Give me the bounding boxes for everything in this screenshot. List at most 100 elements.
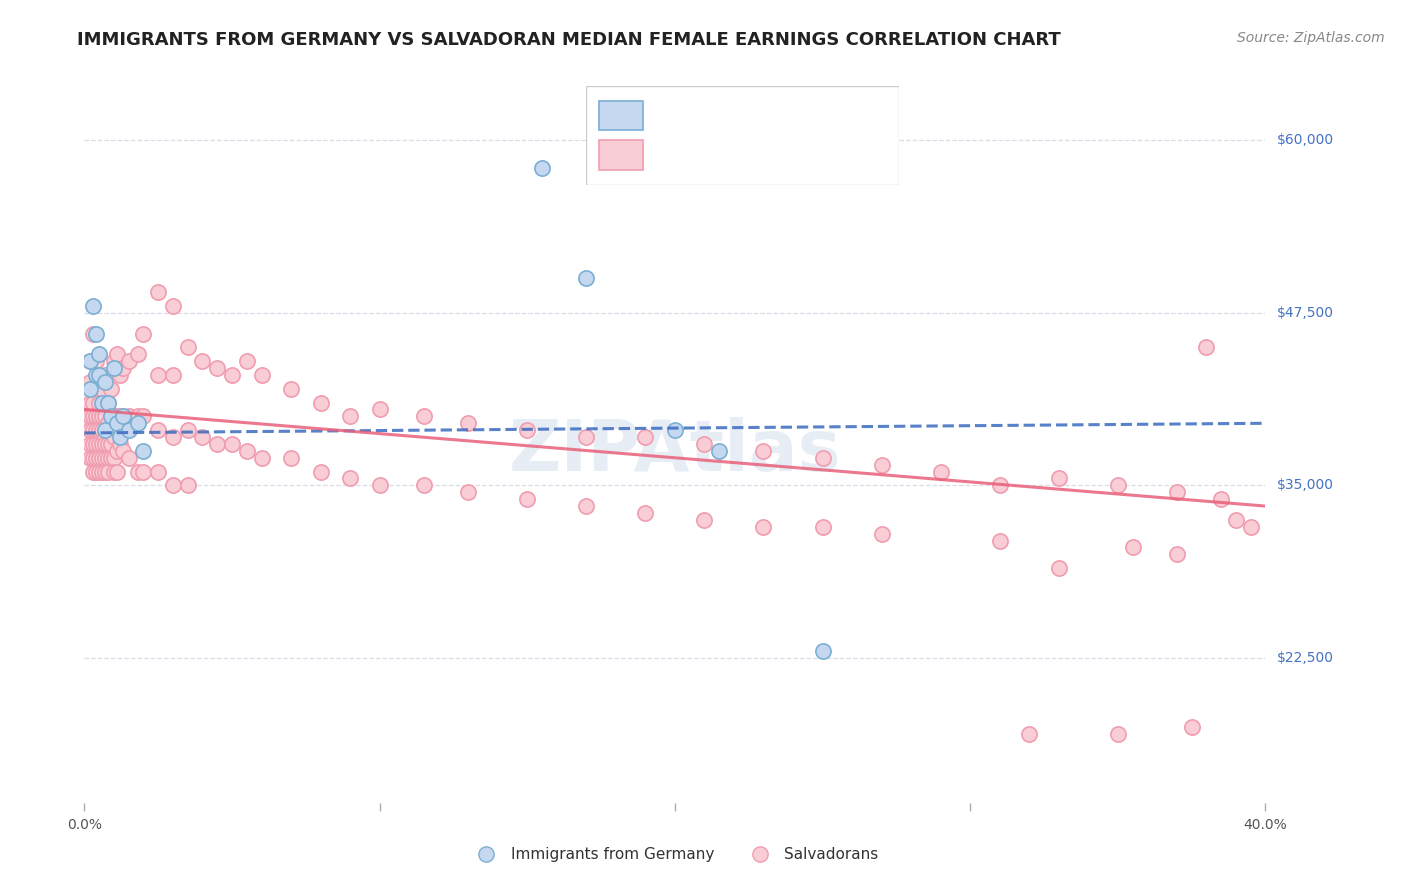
Point xyxy=(1018,727,1040,741)
Point xyxy=(82,382,104,396)
Point xyxy=(84,382,107,396)
Point xyxy=(177,340,200,354)
Point xyxy=(811,644,834,658)
Point xyxy=(162,299,184,313)
Point xyxy=(103,465,125,479)
Point xyxy=(82,326,104,341)
Point xyxy=(79,409,101,424)
Point xyxy=(1211,492,1233,507)
Point xyxy=(413,409,436,424)
Point xyxy=(413,478,436,492)
Point xyxy=(91,409,114,424)
Point xyxy=(91,450,114,465)
Point xyxy=(148,465,170,479)
Point xyxy=(108,430,131,444)
Point xyxy=(87,437,111,451)
Point xyxy=(177,423,200,437)
Point xyxy=(84,437,107,451)
Point xyxy=(870,526,893,541)
Point xyxy=(76,417,98,431)
Legend: Immigrants from Germany, Salvadorans: Immigrants from Germany, Salvadorans xyxy=(465,841,884,868)
Point xyxy=(91,395,114,409)
Point xyxy=(1225,513,1247,527)
Point xyxy=(97,465,120,479)
Point xyxy=(82,354,104,368)
Point xyxy=(1047,471,1070,485)
Point xyxy=(94,368,117,382)
Point xyxy=(132,465,155,479)
Point xyxy=(575,499,598,513)
Point xyxy=(91,465,114,479)
Point xyxy=(162,368,184,382)
Point xyxy=(111,361,134,376)
Point xyxy=(111,409,134,424)
Point xyxy=(103,361,125,376)
Point xyxy=(132,326,155,341)
Point xyxy=(309,465,332,479)
Point xyxy=(132,409,155,424)
Point xyxy=(457,485,479,500)
Point xyxy=(100,450,122,465)
Point xyxy=(79,423,101,437)
Point xyxy=(457,417,479,431)
Point xyxy=(87,409,111,424)
Point xyxy=(516,492,538,507)
Point xyxy=(79,354,101,368)
Point xyxy=(100,423,122,437)
Point xyxy=(111,409,134,424)
Point xyxy=(87,347,111,361)
Point xyxy=(148,423,170,437)
Point xyxy=(127,465,149,479)
Point xyxy=(162,478,184,492)
Point xyxy=(634,506,657,520)
Point xyxy=(97,437,120,451)
Point xyxy=(79,450,101,465)
Point xyxy=(929,465,952,479)
Point xyxy=(280,382,302,396)
Text: $47,500: $47,500 xyxy=(1277,306,1333,320)
Point xyxy=(108,368,131,382)
Point xyxy=(87,450,111,465)
Point xyxy=(127,347,149,361)
Point xyxy=(709,443,731,458)
Point xyxy=(280,450,302,465)
Point xyxy=(127,417,149,431)
Point xyxy=(191,430,214,444)
Point xyxy=(177,478,200,492)
Point xyxy=(1122,541,1144,555)
Point xyxy=(103,354,125,368)
Point xyxy=(82,395,104,409)
Point xyxy=(811,450,834,465)
Point xyxy=(339,471,361,485)
Point xyxy=(1047,561,1070,575)
Point xyxy=(575,271,598,285)
Point xyxy=(87,423,111,437)
Point xyxy=(94,465,117,479)
Point xyxy=(84,326,107,341)
Point xyxy=(1240,520,1263,534)
Point xyxy=(1166,485,1188,500)
Point xyxy=(108,437,131,451)
Point xyxy=(105,465,128,479)
Point xyxy=(693,437,716,451)
Text: Source: ZipAtlas.com: Source: ZipAtlas.com xyxy=(1237,31,1385,45)
Point xyxy=(634,430,657,444)
Point xyxy=(87,368,111,382)
Point xyxy=(693,513,716,527)
Point xyxy=(1107,478,1129,492)
Point xyxy=(516,423,538,437)
Point xyxy=(84,423,107,437)
Point xyxy=(97,417,120,431)
Point xyxy=(82,423,104,437)
Point xyxy=(82,450,104,465)
Point xyxy=(97,395,120,409)
Point xyxy=(108,409,131,424)
Point xyxy=(84,368,107,382)
Point xyxy=(79,375,101,389)
Point xyxy=(103,430,125,444)
Point xyxy=(368,478,391,492)
Point xyxy=(82,465,104,479)
Point xyxy=(105,347,128,361)
Point xyxy=(84,409,107,424)
Text: ZIPAtlas: ZIPAtlas xyxy=(509,417,841,486)
